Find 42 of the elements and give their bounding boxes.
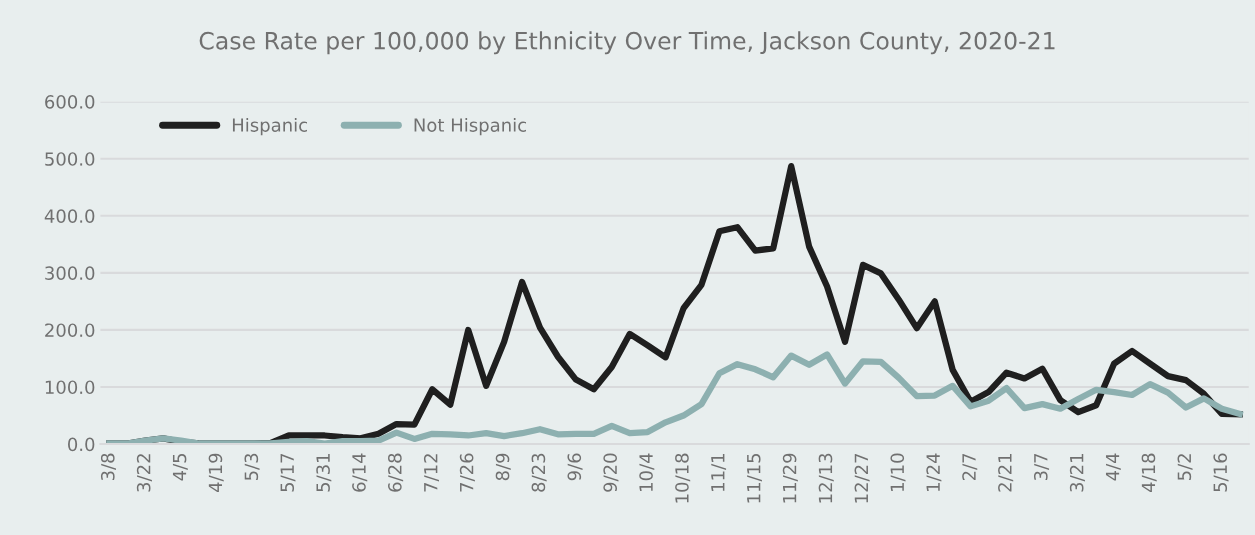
y-tick-label: 0.0 xyxy=(68,437,95,452)
x-tick-label: 1/10 xyxy=(890,453,906,491)
x-tick-label: 7/12 xyxy=(423,454,439,492)
x-tick-label: 12/13 xyxy=(818,453,834,503)
x-tick-label: 5/16 xyxy=(1213,453,1229,492)
x-tick-label: 11/15 xyxy=(747,453,762,503)
y-tick-label: 600.0 xyxy=(45,95,95,109)
y-tick-label: 500.0 xyxy=(45,152,95,166)
x-tick-label: 4/19 xyxy=(208,453,224,493)
x-tick-label: 12/27 xyxy=(854,453,870,503)
x-tick-label: 5/31 xyxy=(316,454,332,492)
y-tick-label: 400.0 xyxy=(44,209,95,223)
x-tick-label: 2/7 xyxy=(962,453,978,481)
x-tick-label: 3/21 xyxy=(1069,454,1085,492)
x-tick-label: 4/18 xyxy=(1141,453,1157,493)
x-tick-label: 9/6 xyxy=(567,453,583,481)
x-tick-label: 3/8 xyxy=(100,453,117,481)
x-tick-label: 8/23 xyxy=(531,453,547,492)
y-tick-label: 200.0 xyxy=(45,323,95,338)
y-tick-label: 100.0 xyxy=(45,380,95,395)
legend-label: Not Hispanic xyxy=(414,117,526,136)
x-tick-label: 11/29 xyxy=(782,453,798,503)
x-tick-label: 5/3 xyxy=(244,453,260,481)
x-tick-label: 11/1 xyxy=(711,454,727,491)
chart-title: Case Rate per 100,000 by Ethnicity Over Time, Jackson County, 2020-21 xyxy=(199,31,1055,55)
x-tick-label: 6/28 xyxy=(388,453,404,492)
x-tick-label: 3/22 xyxy=(136,454,152,492)
x-tick-label: 8/9 xyxy=(495,453,511,481)
legend-label: Hispanic xyxy=(232,117,307,136)
y-tick-label: 300.0 xyxy=(45,266,95,280)
x-tick-label: 7/26 xyxy=(459,453,475,492)
x-tick-label: 1/24 xyxy=(926,453,942,491)
x-tick-label: 3/7 xyxy=(1033,453,1050,481)
x-tick-label: 4/5 xyxy=(172,453,188,481)
x-tick-label: 10/4 xyxy=(639,453,655,491)
x-tick-label: 9/20 xyxy=(603,453,619,492)
x-tick-label: 5/17 xyxy=(280,453,296,492)
x-tick-label: 4/4 xyxy=(1105,453,1121,481)
x-tick-label: 6/14 xyxy=(352,453,368,492)
x-tick-label: 5/2 xyxy=(1177,454,1193,481)
x-tick-label: 2/21 xyxy=(998,454,1014,492)
x-tick-label: 10/18 xyxy=(675,453,691,503)
